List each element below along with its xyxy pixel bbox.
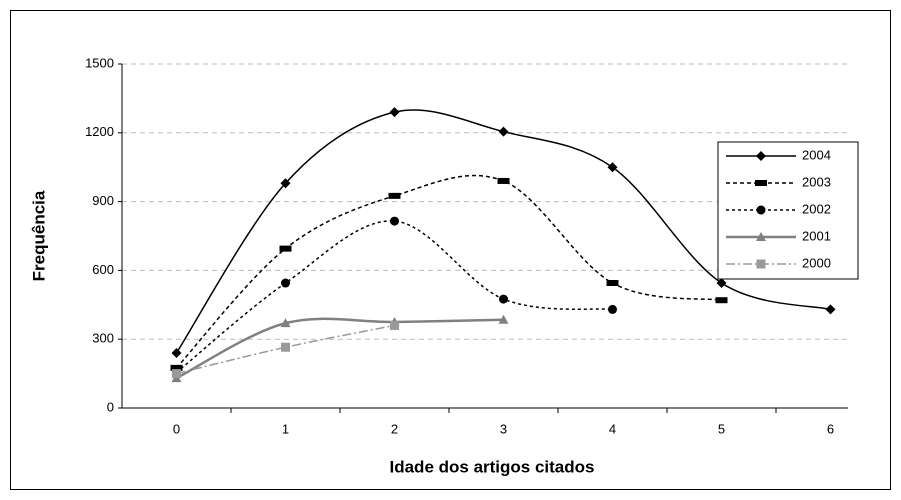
legend-label: 2004 (802, 147, 831, 162)
legend-label: 2000 (802, 255, 831, 270)
legend-label: 2003 (802, 174, 831, 189)
marker (606, 280, 619, 287)
legend-label: 2002 (802, 201, 831, 216)
y-tick-label: 600 (92, 262, 114, 277)
marker (755, 180, 767, 186)
y-tick-label: 1200 (85, 124, 114, 139)
y-tick-label: 0 (107, 399, 114, 414)
marker (281, 278, 290, 288)
marker (825, 304, 836, 315)
marker (388, 192, 401, 199)
marker (390, 216, 399, 226)
marker (172, 369, 181, 379)
x-axis-label: Idade dos artigos citados (390, 457, 595, 476)
y-tick-label: 900 (92, 193, 114, 208)
marker (756, 259, 766, 269)
marker (607, 162, 618, 173)
marker (608, 304, 617, 314)
y-axis-label: Frequência (29, 190, 48, 281)
marker (280, 318, 291, 328)
x-tick-label: 2 (391, 421, 398, 436)
marker (390, 320, 399, 330)
marker (279, 245, 292, 252)
marker (716, 278, 727, 289)
marker (497, 177, 510, 184)
series-line (176, 220, 613, 374)
x-tick-label: 6 (827, 421, 834, 436)
x-tick-label: 3 (500, 421, 507, 436)
legend-label: 2001 (802, 228, 831, 243)
x-tick-label: 1 (282, 421, 289, 436)
x-tick-label: 4 (609, 421, 616, 436)
marker (499, 294, 508, 304)
marker (756, 205, 766, 215)
marker (756, 232, 766, 241)
y-tick-label: 1500 (85, 55, 114, 70)
x-tick-label: 5 (718, 421, 725, 436)
y-tick-label: 300 (92, 331, 114, 346)
x-tick-label: 0 (173, 421, 180, 436)
marker (756, 151, 766, 161)
marker (715, 297, 728, 304)
marker (280, 178, 291, 189)
marker (281, 342, 290, 352)
marker (171, 347, 182, 358)
series-line (175, 174, 722, 369)
marker (170, 364, 183, 371)
marker (498, 314, 509, 324)
series-line (175, 317, 504, 380)
marker (389, 107, 400, 118)
marker (498, 126, 509, 137)
